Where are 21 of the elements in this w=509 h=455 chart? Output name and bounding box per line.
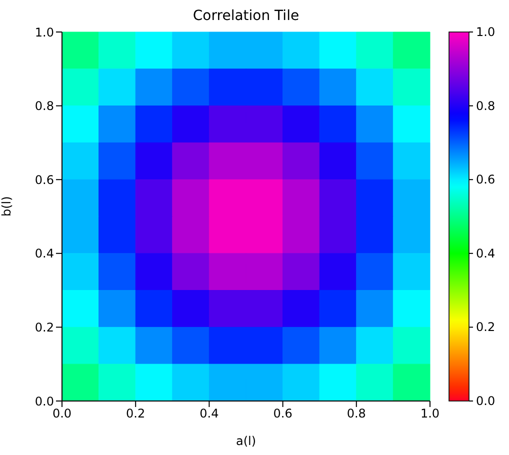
color-bar-label: 1.0 (476, 25, 496, 39)
x-axis-title: a(l) (236, 434, 256, 448)
x-tick-label: 0.8 (346, 406, 366, 421)
y-tick-label: 0.6 (34, 172, 54, 187)
y-tick-label: 0.8 (34, 99, 54, 114)
color-bar-label: 0.4 (476, 246, 496, 260)
color-bar-label: 0.8 (476, 98, 496, 113)
color-bar-label: 0.0 (476, 394, 496, 408)
x-tick-label: 0.6 (273, 406, 292, 421)
x-tick-label: 1.0 (420, 406, 440, 421)
y-tick-label: 0.4 (34, 246, 54, 261)
y-axis-title: b(l) (0, 196, 14, 216)
y-tick-label: 1.0 (34, 25, 54, 40)
x-tick-label: 0.4 (200, 406, 219, 421)
color-bar-label: 0.2 (476, 320, 496, 334)
x-tick-label: 0.0 (52, 406, 72, 421)
x-tick-label: 0.2 (126, 406, 146, 421)
color-bar-label: 0.6 (476, 172, 496, 187)
chart-title: Correlation Tile (192, 8, 300, 24)
y-tick-label: 0.0 (34, 394, 54, 408)
y-tick-label: 0.2 (34, 320, 54, 334)
